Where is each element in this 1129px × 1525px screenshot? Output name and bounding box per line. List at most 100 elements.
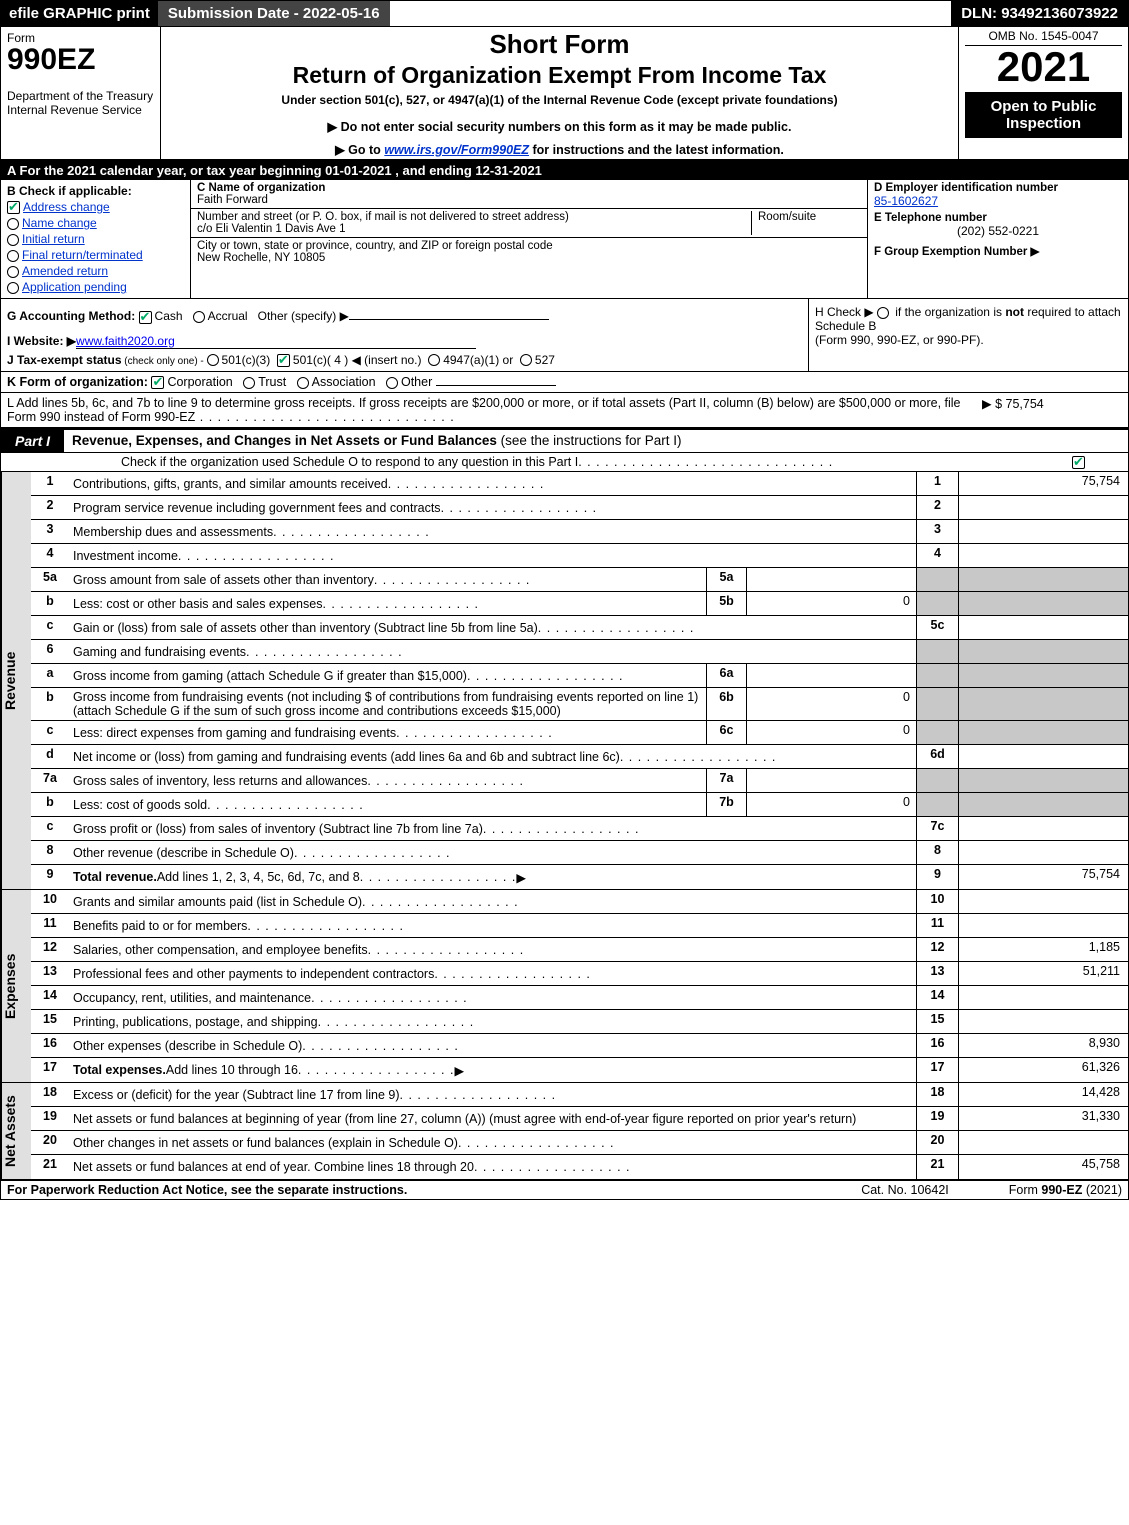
col-value: 31,330 bbox=[958, 1107, 1128, 1130]
ein-label: D Employer identification number bbox=[874, 182, 1122, 194]
line-desc: Less: direct expenses from gaming and fu… bbox=[69, 721, 706, 744]
line-number: 9 bbox=[31, 865, 69, 889]
table-row: cGross profit or (loss) from sales of in… bbox=[31, 817, 1128, 841]
line-number: b bbox=[31, 793, 69, 816]
col-value bbox=[958, 817, 1128, 840]
inner-box-id: 5b bbox=[706, 592, 746, 615]
col-id: 19 bbox=[916, 1107, 958, 1130]
j-4947[interactable] bbox=[428, 354, 440, 366]
col-value: 8,930 bbox=[958, 1034, 1128, 1057]
inner-box-id: 5a bbox=[706, 568, 746, 591]
g-cash-check[interactable] bbox=[139, 311, 152, 324]
line-desc: Other changes in net assets or fund bala… bbox=[69, 1131, 916, 1154]
col-id: 2 bbox=[916, 496, 958, 519]
table-row: bLess: cost of goods sold7b0 bbox=[31, 793, 1128, 817]
j-501c4[interactable] bbox=[277, 354, 290, 367]
line-desc: Membership dues and assessments bbox=[69, 520, 916, 543]
header-right: OMB No. 1545-0047 2021 Open to Public In… bbox=[958, 27, 1128, 159]
col-id-shade bbox=[916, 793, 958, 816]
side-net-assets: Net Assets bbox=[1, 1083, 31, 1179]
col-value: 51,211 bbox=[958, 962, 1128, 985]
line-number: b bbox=[31, 688, 69, 720]
ein-value[interactable]: 85-1602627 bbox=[874, 194, 938, 208]
inner-box-value bbox=[746, 769, 916, 792]
col-value bbox=[958, 520, 1128, 543]
line-number: 19 bbox=[31, 1107, 69, 1130]
j-527[interactable] bbox=[520, 354, 532, 366]
table-row: 19Net assets or fund balances at beginni… bbox=[31, 1107, 1128, 1131]
check-address-change[interactable]: Address change bbox=[7, 200, 184, 214]
line-desc: Gain or (loss) from sale of assets other… bbox=[69, 616, 916, 639]
k-trust[interactable] bbox=[243, 377, 255, 389]
table-row: 21Net assets or fund balances at end of … bbox=[31, 1155, 1128, 1179]
org-name: Faith Forward bbox=[197, 194, 861, 206]
col-value bbox=[958, 544, 1128, 567]
inner-box-id: 7b bbox=[706, 793, 746, 816]
table-row: 1Contributions, gifts, grants, and simil… bbox=[31, 472, 1128, 496]
tel-label: E Telephone number bbox=[874, 212, 1122, 224]
line-number: 17 bbox=[31, 1058, 69, 1082]
col-id: 17 bbox=[916, 1058, 958, 1082]
col-value: 1,185 bbox=[958, 938, 1128, 961]
form-990ez-footer: Form 990-EZ (2021) bbox=[1009, 1183, 1122, 1197]
line-number: 15 bbox=[31, 1010, 69, 1033]
inner-box-value: 0 bbox=[746, 793, 916, 816]
line-number: a bbox=[31, 664, 69, 687]
col-value bbox=[958, 496, 1128, 519]
table-row: cGain or (loss) from sale of assets othe… bbox=[31, 616, 1128, 640]
col-val-shade bbox=[958, 793, 1128, 816]
efile-print[interactable]: efile GRAPHIC print bbox=[1, 1, 158, 26]
col-id: 21 bbox=[916, 1155, 958, 1179]
table-row: 10Grants and similar amounts paid (list … bbox=[31, 890, 1128, 914]
check-initial-return[interactable]: Initial return bbox=[7, 232, 184, 246]
h-check[interactable] bbox=[877, 307, 889, 319]
j-501c3[interactable] bbox=[207, 354, 219, 366]
k-association[interactable] bbox=[297, 377, 309, 389]
irs-link[interactable]: www.irs.gov/Form990EZ bbox=[384, 143, 529, 157]
line-number: 21 bbox=[31, 1155, 69, 1179]
part-i-header: Part I Revenue, Expenses, and Changes in… bbox=[1, 428, 1128, 453]
col-id-shade bbox=[916, 769, 958, 792]
col-id: 16 bbox=[916, 1034, 958, 1057]
check-application-pending[interactable]: Application pending bbox=[7, 280, 184, 294]
goto-post: for instructions and the latest informat… bbox=[529, 143, 784, 157]
check-amended-return[interactable]: Amended return bbox=[7, 264, 184, 278]
check-final-return[interactable]: Final return/terminated bbox=[7, 248, 184, 262]
line-number: 12 bbox=[31, 938, 69, 961]
k-other[interactable] bbox=[386, 377, 398, 389]
table-row: 6Gaming and fundraising events bbox=[31, 640, 1128, 664]
line-desc: Gaming and fundraising events bbox=[69, 640, 916, 663]
col-value bbox=[958, 841, 1128, 864]
col-id: 7c bbox=[916, 817, 958, 840]
col-value bbox=[958, 986, 1128, 1009]
col-val-shade bbox=[958, 688, 1128, 720]
table-row: 9Total revenue. Add lines 1, 2, 3, 4, 5c… bbox=[31, 865, 1128, 889]
line-desc: Contributions, gifts, grants, and simila… bbox=[69, 472, 916, 495]
row-a: A For the 2021 calendar year, or tax yea… bbox=[1, 161, 1128, 180]
tel-value: (202) 552-0221 bbox=[874, 224, 1122, 238]
line-desc: Occupancy, rent, utilities, and maintena… bbox=[69, 986, 916, 1009]
top-bar: efile GRAPHIC print Submission Date - 20… bbox=[1, 1, 1128, 27]
k-corporation[interactable] bbox=[151, 376, 164, 389]
org-address: c/o Eli Valentin 1 Davis Ave 1 bbox=[197, 223, 751, 235]
line-desc: Less: cost or other basis and sales expe… bbox=[69, 592, 706, 615]
table-row: 13Professional fees and other payments t… bbox=[31, 962, 1128, 986]
col-id: 12 bbox=[916, 938, 958, 961]
g-accrual-check[interactable] bbox=[193, 311, 205, 323]
schedule-o-check[interactable] bbox=[1072, 456, 1085, 469]
table-row: aGross income from gaming (attach Schedu… bbox=[31, 664, 1128, 688]
col-value bbox=[958, 914, 1128, 937]
check-name-change[interactable]: Name change bbox=[7, 216, 184, 230]
line-desc: Professional fees and other payments to … bbox=[69, 962, 916, 985]
website-link[interactable]: www.faith2020.org bbox=[76, 334, 175, 348]
line-g: G Accounting Method: Cash Accrual Other … bbox=[7, 309, 802, 323]
table-row: 20Other changes in net assets or fund ba… bbox=[31, 1131, 1128, 1155]
line-desc: Printing, publications, postage, and shi… bbox=[69, 1010, 916, 1033]
group-exemption-label: F Group Exemption Number ▶ bbox=[874, 244, 1122, 258]
footer: For Paperwork Reduction Act Notice, see … bbox=[1, 1181, 1128, 1199]
inner-box-id: 6a bbox=[706, 664, 746, 687]
line-desc: Benefits paid to or for members bbox=[69, 914, 916, 937]
col-val-shade bbox=[958, 664, 1128, 687]
line-desc: Gross profit or (loss) from sales of inv… bbox=[69, 817, 916, 840]
table-row: 17Total expenses. Add lines 10 through 1… bbox=[31, 1058, 1128, 1082]
